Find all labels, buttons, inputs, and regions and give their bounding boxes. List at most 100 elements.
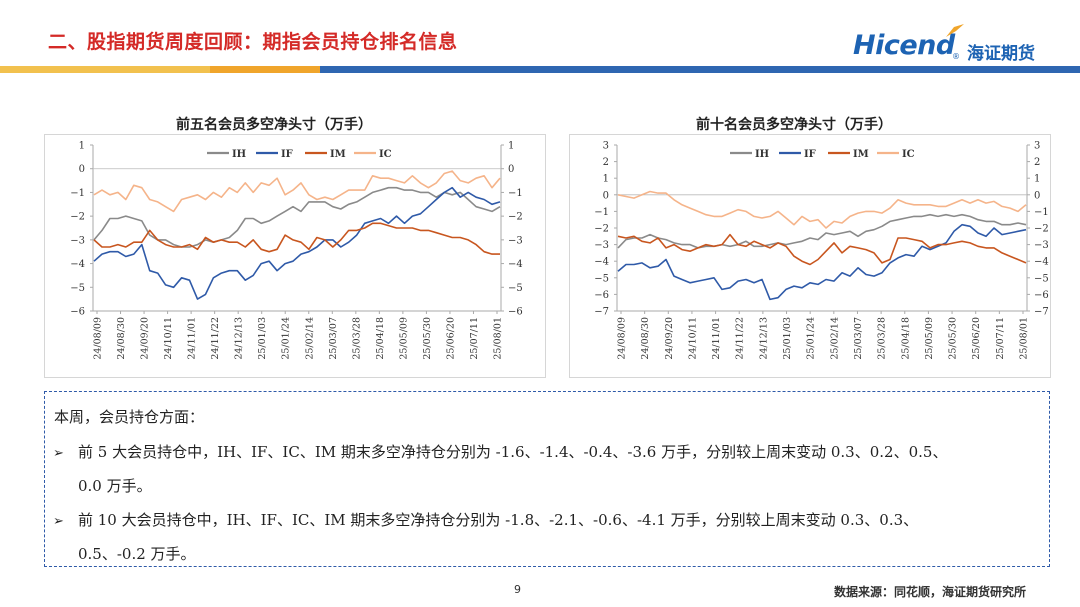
chart-x-tick-label: 24/08/09 [93, 317, 104, 360]
chart-x-tick-label: 25/02/14 [304, 317, 315, 360]
chart-x-tick-label: 25/01/03 [257, 317, 268, 360]
chart-y-tick-label: −5 [594, 273, 609, 284]
chart-x-tick-label: 25/02/14 [829, 317, 840, 360]
chart-series-line-IC [93, 170, 501, 213]
chart-x-tick-label: 24/08/09 [617, 317, 628, 360]
chart-y-tick-label: −4 [594, 257, 609, 268]
chart-x-tick-label: 24/12/13 [234, 317, 245, 360]
chart2-title: 前十名会员多空净头寸（万手） [696, 117, 892, 133]
chart-x-tick-label: 25/03/28 [877, 317, 888, 360]
chart-x-tick-label: 24/11/01 [711, 317, 722, 360]
chart-series-line-IF [617, 223, 1027, 301]
chart-y-tick-label: −4 [508, 259, 523, 270]
chart-y-tick-label: 0 [508, 164, 514, 175]
band-segment-blue [320, 66, 1080, 73]
chart-series-line-IM [93, 222, 500, 255]
chart-x-tick-label: 25/05/09 [398, 317, 409, 360]
bullet-arrow-icon: ➢ [53, 446, 64, 461]
chart-x-tick-label: 25/01/03 [782, 317, 793, 360]
chart-x-tick-label: 25/04/18 [375, 317, 386, 360]
legend-label-IM: IM [853, 149, 869, 160]
chart-y-tick-label: −7 [594, 307, 609, 318]
chart-y-tick-label: −6 [70, 307, 85, 318]
band-segment-orange [210, 66, 320, 73]
chart-x-tick-label: 25/07/11 [469, 317, 480, 360]
legend-label-IC: IC [902, 149, 915, 160]
logo-wordmark: Hicend [853, 30, 955, 61]
chart-y-tick-label: −2 [508, 212, 523, 223]
chart-series-line-IH [93, 186, 501, 248]
header-color-band [0, 66, 1080, 73]
chart-y-tick-label: −2 [1034, 224, 1049, 235]
chart-y-tick-label: −5 [508, 283, 523, 294]
chart-y-tick-label: −5 [1034, 273, 1049, 284]
chart-y-tick-label: −6 [594, 290, 609, 301]
chart-x-tick-label: 25/01/24 [281, 317, 292, 360]
chart-x-tick-label: 25/01/24 [806, 317, 817, 360]
chart-y-tick-label: −3 [1034, 240, 1049, 251]
chart-x-tick-label: 25/05/30 [948, 317, 959, 360]
chart-x-tick-label: 25/07/11 [995, 317, 1006, 360]
chart-y-tick-label: 1 [79, 141, 85, 152]
page-number: 9 [514, 583, 521, 596]
summary-bullet-top10: ➢ 前 10 大会员持仓中，IH、IF、IC、IM 期末多空净持仓分别为 -1.8… [53, 504, 918, 571]
legend-label-IM: IM [330, 149, 346, 160]
chart-x-tick-label: 24/09/20 [140, 317, 151, 360]
chart-y-tick-label: 2 [603, 157, 609, 168]
legend-label-IF: IF [281, 149, 293, 160]
chart-y-tick-label: 0 [1034, 190, 1040, 201]
chart-x-tick-label: 25/08/01 [1019, 317, 1030, 360]
chart-y-tick-label: 2 [1034, 157, 1040, 168]
chart-y-tick-label: −1 [70, 188, 85, 199]
chart-x-tick-label: 25/05/09 [924, 317, 935, 360]
chart-y-tick-label: −7 [1034, 307, 1049, 318]
company-logo: Hicend ® 海证期货 [850, 24, 1055, 66]
chart-x-tick-label: 24/11/01 [187, 317, 198, 360]
chart-y-tick-label: 1 [1034, 174, 1040, 185]
legend-label-IH: IH [232, 149, 246, 160]
chart-y-tick-label: −1 [508, 188, 523, 199]
chart1-svg: 1 1 0 0 −1 −1 −2 −2 −3 −3 −4 −4 −5 −5 −6 −6 24/08/09 24/0… [70, 141, 523, 360]
chart-y-tick-label: −3 [70, 235, 85, 246]
summary-intro: 本周，会员持仓方面： [54, 408, 205, 426]
chart-y-tick-label: 3 [603, 141, 609, 152]
chart-y-tick-label: −1 [594, 207, 609, 218]
chart-x-tick-label: 25/03/07 [853, 317, 864, 360]
chart-x-tick-label: 25/08/01 [493, 317, 504, 360]
legend-label-IH: IH [755, 149, 769, 160]
logo-chinese-name: 海证期货 [967, 44, 1035, 64]
summary-bullet-top5: ➢ 前 5 大会员持仓中，IH、IF、IC、IM 期末多空净持仓分别为 -1.6、… [53, 436, 947, 503]
bullet-arrow-icon: ➢ [53, 514, 64, 529]
chart1-title: 前五名会员多空净头寸（万手） [176, 117, 372, 133]
chart-series-line-IM [617, 233, 1027, 266]
chart-series-line-IF [93, 186, 501, 300]
chart2-svg: 3 3 2 2 1 1 0 0 −1 −1 −2 −2 −3 −3 −4 −4 −5 −5 −6 −6 −7 −7 24/0… [594, 141, 1049, 360]
chart-y-tick-label: −4 [1034, 257, 1049, 268]
bullet-text-line1: 前 5 大会员持仓中，IH、IF、IC、IM 期末多空净持仓分别为 -1.6、-… [78, 443, 948, 461]
data-source: 数据来源：同花顺，海证期货研究所 [834, 585, 1027, 599]
band-segment-yellow [0, 66, 210, 73]
chart-x-tick-label: 25/03/07 [328, 317, 339, 360]
chart-x-tick-label: 24/11/22 [210, 317, 221, 360]
bullet-text-line2: 0.0 万手。 [78, 477, 152, 495]
legend-label-IF: IF [804, 149, 816, 160]
chart-y-tick-label: −6 [508, 307, 523, 318]
chart-y-tick-label: −5 [70, 283, 85, 294]
chart-x-tick-label: 24/08/30 [116, 317, 127, 360]
logo-registered-mark: ® [952, 52, 960, 61]
chart-x-tick-label: 25/05/30 [422, 317, 433, 360]
chart-y-tick-label: 0 [603, 190, 609, 201]
chart-y-tick-label: −6 [1034, 290, 1049, 301]
chart-x-tick-label: 25/06/20 [445, 317, 456, 360]
chart-y-tick-label: 1 [508, 141, 514, 152]
chart-x-tick-label: 24/09/20 [664, 317, 675, 360]
chart-series-line-IH [617, 213, 1027, 249]
chart-x-tick-label: 24/10/11 [687, 317, 698, 360]
chart-y-tick-label: −2 [70, 212, 85, 223]
chart-x-tick-label: 24/11/22 [735, 317, 746, 360]
chart-y-tick-label: −3 [594, 240, 609, 251]
chart-x-tick-label: 25/04/18 [900, 317, 911, 360]
chart2-panel: 3 3 2 2 1 1 0 0 −1 −1 −2 −2 −3 −3 −4 −4 −5 −5 −6 −6 −7 −7 24/0… [569, 134, 1051, 378]
chart-y-tick-label: −1 [1034, 207, 1049, 218]
chart-series-line-IC [617, 190, 1027, 229]
